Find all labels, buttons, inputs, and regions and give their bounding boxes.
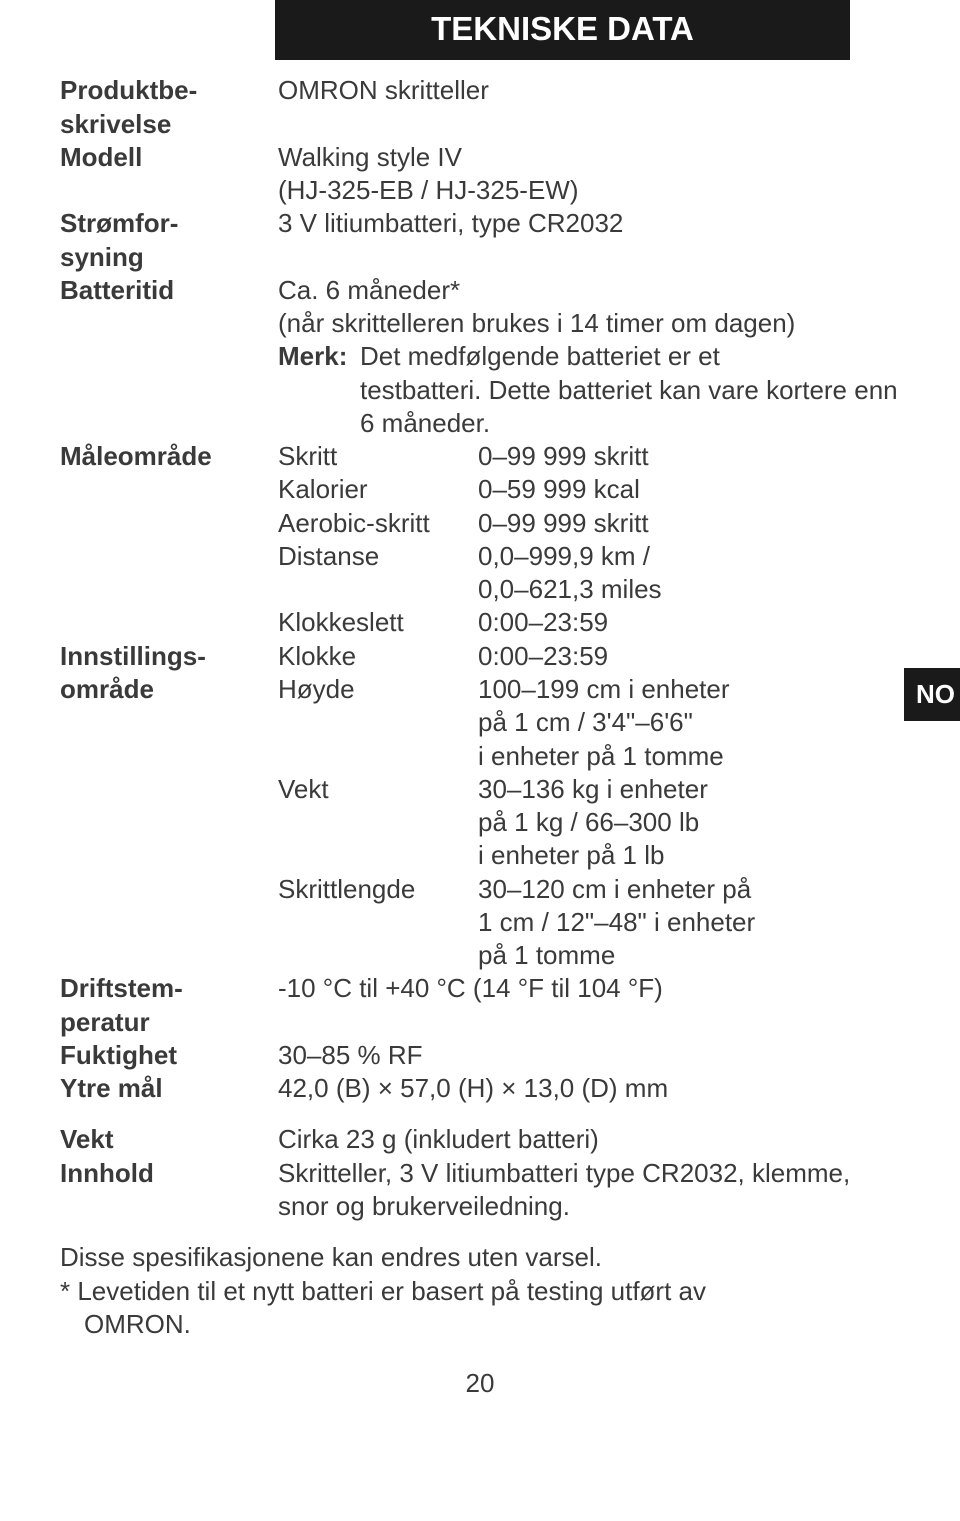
label-fuktighet: Fuktighet (60, 1039, 278, 1072)
innst-klokke-v: 0:00–23:59 (478, 640, 900, 673)
label-maleomrade: Måleområde (60, 440, 278, 473)
footnote-1: Disse spesifikasjonene kan endres uten v… (60, 1241, 900, 1274)
value-modell-2: (HJ-325-EB / HJ-325-EW) (278, 174, 900, 207)
page-number: 20 (60, 1367, 900, 1400)
section-title: TEKNISKE DATA (275, 0, 850, 60)
value-driftstemp: -10 °C til +40 °C (14 °F til 104 °F) (278, 972, 900, 1005)
male-skritt-v: 0–99 999 skritt (478, 440, 900, 473)
value-batteri-2: (når skrittelleren brukes i 14 timer om … (278, 307, 900, 340)
value-modell-1: Walking style IV (278, 141, 900, 174)
label-innhold: Innhold (60, 1157, 278, 1190)
innst-hoyde-v3: i enheter på 1 tomme (478, 740, 900, 773)
row-vekt: Vekt Cirka 23 g (inkludert batteri) (60, 1123, 900, 1156)
label-produkt-1: Produktbe- (60, 74, 278, 107)
male-kal-l: Kalorier (278, 473, 478, 506)
label-modell: Modell (60, 141, 278, 174)
row-modell: Modell Walking style IV (HJ-325-EB / HJ-… (60, 141, 900, 208)
label-produkt-2: skrivelse (60, 108, 278, 141)
innst-hoyde-v1: 100–199 cm i enheter (478, 673, 900, 706)
row-strom: Strømfor- syning 3 V litiumbatteri, type… (60, 207, 900, 274)
value-ytremal: 42,0 (B) × 57,0 (H) × 13,0 (D) mm (278, 1072, 900, 1105)
male-aero-v: 0–99 999 skritt (478, 507, 900, 540)
male-dist-l: Distanse (278, 540, 478, 607)
male-dist-v1: 0,0–999,9 km / (478, 540, 900, 573)
footnotes: Disse spesifikasjonene kan endres uten v… (60, 1241, 900, 1341)
row-fuktighet: Fuktighet 30–85 % RF (60, 1039, 900, 1072)
male-skritt-l: Skritt (278, 440, 478, 473)
row-ytremal: Ytre mål 42,0 (B) × 57,0 (H) × 13,0 (D) … (60, 1072, 900, 1105)
innst-hoyde-v2: på 1 cm / 3'4"–6'6" (478, 706, 900, 739)
row-batteri: Batteritid Ca. 6 måneder* (når skrittell… (60, 274, 900, 440)
value-fuktighet: 30–85 % RF (278, 1039, 900, 1072)
value-batteri-1: Ca. 6 måneder* (278, 274, 900, 307)
innst-vekt-l: Vekt (278, 773, 478, 873)
innst-skrittl-v3: på 1 tomme (478, 939, 900, 972)
innst-skrittl-v2: 1 cm / 12"–48" i enheter (478, 906, 900, 939)
innst-skrittl-l: Skrittlengde (278, 873, 478, 973)
value-strom: 3 V litiumbatteri, type CR2032 (278, 207, 900, 240)
male-dist-v2: 0,0–621,3 miles (478, 573, 900, 606)
innst-vekt-v2: på 1 kg / 66–300 lb (478, 806, 900, 839)
innst-klokke-l: Klokke (278, 640, 478, 673)
innst-vekt-v1: 30–136 kg i enheter (478, 773, 900, 806)
male-kal-v: 0–59 999 kcal (478, 473, 900, 506)
label-innst-2: område (60, 673, 278, 706)
value-innhold: Skritteller, 3 V litiumbatteri type CR20… (278, 1157, 900, 1224)
male-klokkeslett-l: Klokkeslett (278, 606, 478, 639)
merk-label: Merk: (278, 340, 360, 373)
innst-hoyde-l: Høyde (278, 673, 478, 773)
male-aero-l: Aerobic-skritt (278, 507, 478, 540)
label-innst-1: Innstillings- (60, 640, 278, 673)
label-ytremal: Ytre mål (60, 1072, 278, 1105)
row-produkt: Produktbe- skrivelse OMRON skritteller (60, 74, 900, 141)
footnote-2: * Levetiden til et nytt batteri er baser… (60, 1275, 900, 1308)
spec-table: Produktbe- skrivelse OMRON skritteller M… (60, 74, 900, 1223)
innst-skrittl-v1: 30–120 cm i enheter på (478, 873, 900, 906)
label-drift-2: peratur (60, 1006, 278, 1039)
language-tab: NO (904, 668, 960, 721)
male-klokkeslett-v: 0:00–23:59 (478, 606, 900, 639)
label-vekt: Vekt (60, 1123, 278, 1156)
merk-text-2: testbatteri. Dette batteriet kan vare ko… (278, 374, 900, 441)
innst-vekt-v3: i enheter på 1 lb (478, 839, 900, 872)
merk-text-1: Det medfølgende batteriet er et (360, 340, 720, 373)
label-strom-2: syning (60, 241, 278, 274)
value-vekt: Cirka 23 g (inkludert batteri) (278, 1123, 900, 1156)
row-maleomrade: Måleområde Skritt0–99 999 skritt Kalorie… (60, 440, 900, 640)
label-drift-1: Driftstem- (60, 972, 278, 1005)
row-innhold: Innhold Skritteller, 3 V litiumbatteri t… (60, 1157, 900, 1224)
footnote-3: OMRON. (60, 1308, 900, 1341)
value-produkt: OMRON skritteller (278, 74, 900, 107)
row-driftstemp: Driftstem- peratur -10 °C til +40 °C (14… (60, 972, 900, 1039)
row-innstillings: Innstillings- område Klokke0:00–23:59 Hø… (60, 640, 900, 973)
label-batteri: Batteritid (60, 274, 278, 307)
label-strom-1: Strømfor- (60, 207, 278, 240)
